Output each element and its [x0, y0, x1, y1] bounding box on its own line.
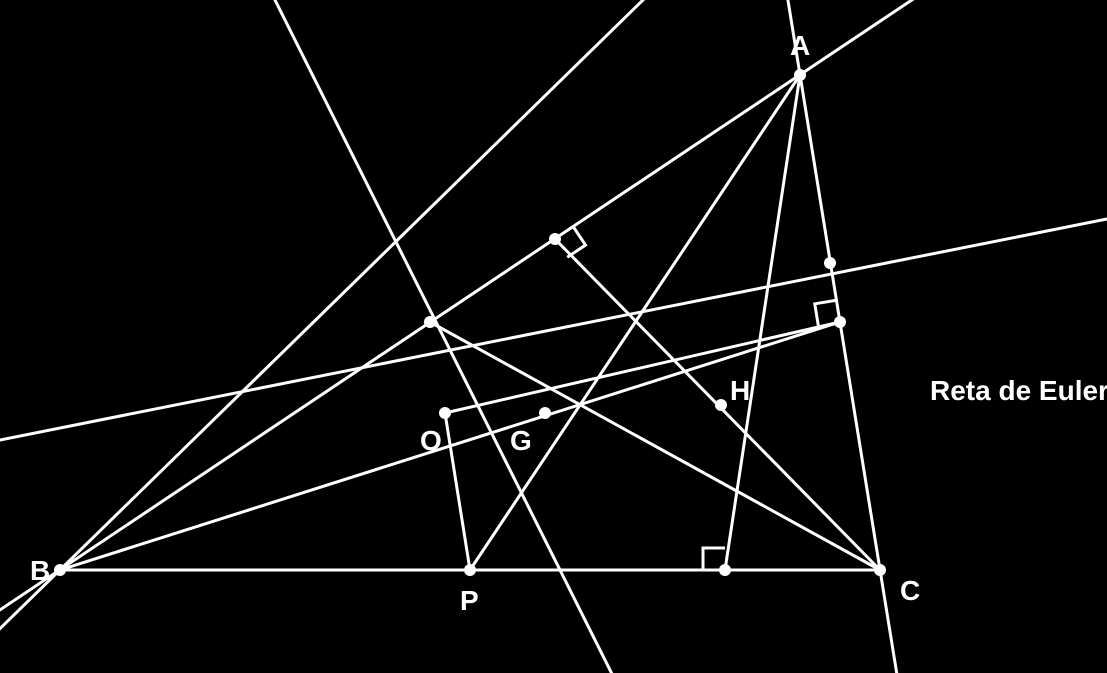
label-O: O	[420, 425, 442, 456]
point-H	[715, 399, 727, 411]
point-C	[874, 564, 886, 576]
right-angle-Fac	[815, 300, 837, 325]
lines-layer	[0, 0, 1107, 673]
line-misc	[270, 0, 620, 673]
perp-bis-AC	[445, 322, 840, 413]
point-Fac	[824, 257, 836, 269]
label-euler-line: Reta de Euler	[930, 375, 1107, 406]
label-B: B	[30, 555, 50, 586]
point-Fa	[719, 564, 731, 576]
euler-line	[0, 219, 1107, 440]
point-B	[54, 564, 66, 576]
point-P	[464, 564, 476, 576]
point-Mac	[834, 316, 846, 328]
label-C: C	[900, 575, 920, 606]
point-Fab	[549, 233, 561, 245]
alt-A-foot	[725, 75, 800, 570]
right-angle-markers	[567, 227, 836, 570]
label-P: P	[460, 585, 479, 616]
point-G	[539, 407, 551, 419]
euler-line-diagram: A B C O G H P Reta de Euler	[0, 0, 1107, 673]
label-G: G	[510, 425, 532, 456]
label-A: A	[790, 30, 810, 61]
point-A	[794, 69, 806, 81]
point-Mab	[424, 316, 436, 328]
alt-B-ext	[0, 0, 823, 673]
point-O	[439, 407, 451, 419]
perp-bis-BC	[445, 413, 470, 570]
label-H: H	[730, 375, 750, 406]
